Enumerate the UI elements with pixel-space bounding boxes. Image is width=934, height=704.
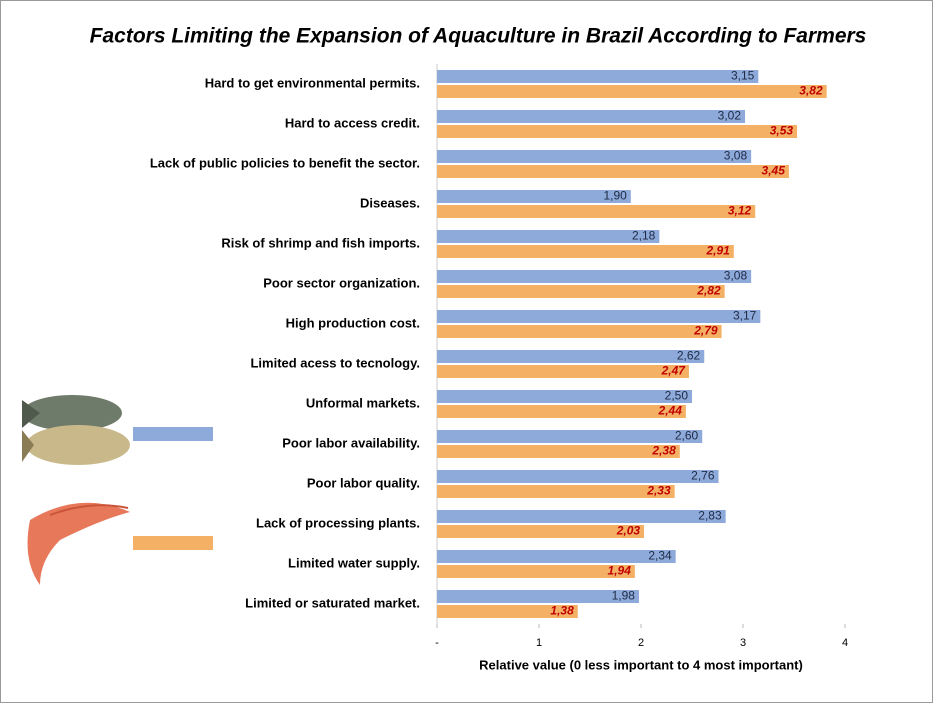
bar bbox=[437, 165, 789, 178]
bar bbox=[437, 190, 631, 203]
value-label: 1,38 bbox=[550, 604, 574, 618]
value-label: 2,47 bbox=[661, 364, 687, 378]
bar bbox=[437, 85, 827, 98]
value-label: 2,76 bbox=[691, 469, 715, 483]
value-label: 3,12 bbox=[728, 204, 752, 218]
value-label: 2,38 bbox=[651, 444, 676, 458]
bar bbox=[437, 325, 722, 338]
y-tick-label: Hard to get environmental permits. bbox=[205, 75, 420, 90]
bar bbox=[437, 430, 703, 443]
value-label: 1,90 bbox=[603, 189, 627, 203]
x-tick-label: 1 bbox=[536, 637, 542, 649]
value-label: 2,62 bbox=[677, 349, 701, 363]
x-tick-label: - bbox=[435, 637, 439, 649]
y-tick-label: Risk of shrimp and fish imports. bbox=[221, 235, 420, 250]
value-label: 2,44 bbox=[658, 404, 683, 418]
y-tick-label: Poor labor availability. bbox=[282, 435, 420, 450]
x-tick-label: 2 bbox=[638, 637, 644, 649]
bar bbox=[437, 445, 680, 458]
bar bbox=[437, 350, 705, 363]
value-label: 2,83 bbox=[698, 509, 722, 523]
legend-swatch bbox=[133, 536, 213, 550]
bar bbox=[437, 485, 675, 498]
y-tick-label: Limited acess to tecnology. bbox=[250, 355, 420, 370]
bar bbox=[437, 590, 639, 603]
bar bbox=[437, 405, 686, 418]
value-label: 2,18 bbox=[632, 229, 656, 243]
bar bbox=[437, 205, 756, 218]
fish-icon bbox=[22, 395, 130, 465]
value-label: 3,82 bbox=[799, 84, 823, 98]
y-tick-label: Lack of processing plants. bbox=[256, 515, 420, 530]
y-tick-label: Poor sector organization. bbox=[263, 275, 420, 290]
y-tick-label: Diseases. bbox=[360, 195, 420, 210]
bar bbox=[437, 150, 752, 163]
value-label: 2,82 bbox=[696, 284, 721, 298]
bar bbox=[437, 125, 798, 138]
bar bbox=[437, 390, 692, 403]
legend-swatch bbox=[133, 427, 213, 441]
value-label: 2,34 bbox=[648, 549, 672, 563]
x-axis-label: Relative value (0 less important to 4 mo… bbox=[479, 657, 803, 672]
bar bbox=[437, 605, 578, 618]
shrimp-icon bbox=[27, 502, 131, 585]
chart-title: Factors Limiting the Expansion of Aquacu… bbox=[90, 25, 867, 48]
value-label: 2,79 bbox=[693, 324, 718, 338]
bar bbox=[437, 550, 676, 563]
value-label: 2,91 bbox=[705, 244, 730, 258]
y-tick-label: Hard to access credit. bbox=[285, 115, 420, 130]
bar bbox=[437, 365, 689, 378]
y-tick-label: High production cost. bbox=[286, 315, 420, 330]
y-tick-label: Limited or saturated market. bbox=[245, 595, 420, 610]
value-label: 2,50 bbox=[665, 389, 689, 403]
value-label: 3,17 bbox=[733, 309, 757, 323]
y-tick-label: Poor labor quality. bbox=[307, 475, 420, 490]
value-label: 3,02 bbox=[718, 109, 742, 123]
value-label: 2,33 bbox=[646, 484, 671, 498]
value-label: 2,60 bbox=[675, 429, 699, 443]
value-label: 1,98 bbox=[612, 589, 636, 603]
bar bbox=[437, 310, 761, 323]
x-tick-label: 3 bbox=[740, 637, 746, 649]
bar bbox=[437, 470, 719, 483]
bar bbox=[437, 230, 660, 243]
value-label: 3,08 bbox=[724, 149, 748, 163]
bar bbox=[437, 245, 734, 258]
value-label: 2,03 bbox=[616, 524, 641, 538]
bar bbox=[437, 525, 645, 538]
y-tick-label: Unformal markets. bbox=[306, 395, 420, 410]
bar bbox=[437, 270, 752, 283]
bar bbox=[437, 70, 759, 83]
value-label: 3,53 bbox=[770, 124, 794, 138]
value-label: 1,94 bbox=[608, 564, 632, 578]
value-label: 3,15 bbox=[731, 69, 755, 83]
bar bbox=[437, 510, 726, 523]
y-tick-label: Lack of public policies to benefit the s… bbox=[150, 155, 420, 170]
bar bbox=[437, 565, 635, 578]
x-tick-label: 4 bbox=[842, 637, 848, 649]
y-tick-label: Limited water supply. bbox=[288, 555, 420, 570]
value-label: 3,08 bbox=[724, 269, 748, 283]
value-label: 3,45 bbox=[762, 164, 786, 178]
bar bbox=[437, 285, 725, 298]
bar bbox=[437, 110, 746, 123]
